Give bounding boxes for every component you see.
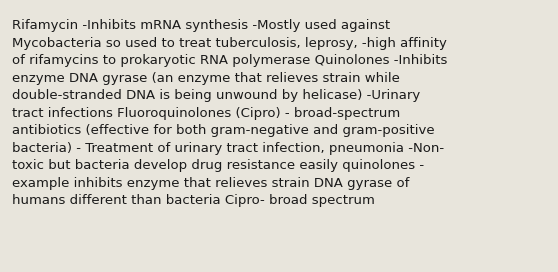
Text: Rifamycin -Inhibits mRNA synthesis -Mostly used against
Mycobacteria so used to : Rifamycin -Inhibits mRNA synthesis -Most… — [12, 19, 448, 207]
